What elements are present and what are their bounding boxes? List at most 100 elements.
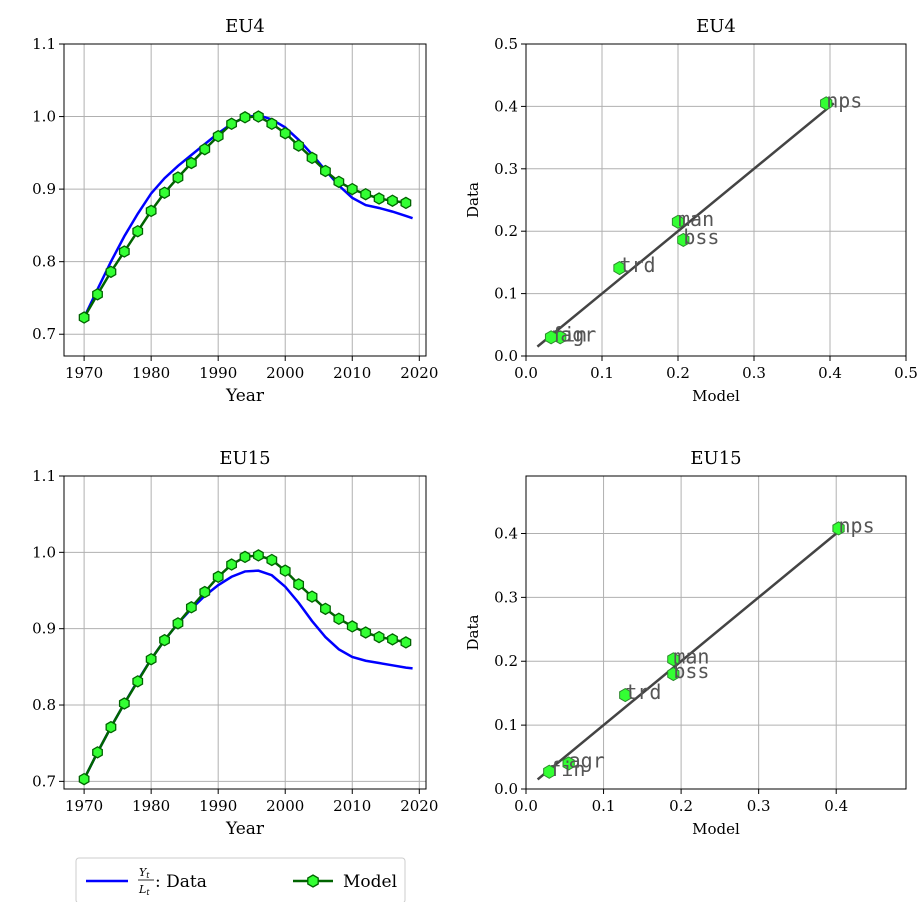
model-series-line xyxy=(82,554,407,780)
x-tick-label: 1990 xyxy=(199,364,237,382)
model-point xyxy=(293,578,305,591)
x-tick-label: 0.5 xyxy=(894,364,917,382)
scatter-point xyxy=(820,96,833,111)
y-tick-label: 0.3 xyxy=(494,588,518,606)
model-point xyxy=(360,187,372,201)
point-label-fin: fin xyxy=(549,757,585,781)
scatter-point xyxy=(543,764,556,779)
point-label-trd: trd xyxy=(619,253,655,277)
x-tick-label: 2010 xyxy=(333,797,371,815)
model-point xyxy=(387,633,398,646)
y-tick-label: 0.4 xyxy=(494,524,518,542)
legend-box xyxy=(75,857,406,902)
model-point xyxy=(199,142,211,156)
point-label-bss: bss xyxy=(673,659,709,683)
x-tick-label: 0.2 xyxy=(669,797,693,815)
model-point xyxy=(266,553,278,567)
model-point xyxy=(333,175,345,189)
model-point xyxy=(293,139,305,152)
y-tick-label: 0.8 xyxy=(32,253,56,271)
model-point xyxy=(239,111,251,124)
model-point xyxy=(360,626,372,639)
legend-model-label: Model xyxy=(343,872,397,892)
legend-model-marker xyxy=(307,874,319,888)
x-tick-label: 0.0 xyxy=(514,364,538,382)
model-point xyxy=(279,126,291,140)
y-tick-label: 0.3 xyxy=(494,160,518,178)
model-point xyxy=(320,164,331,178)
scatter-point xyxy=(562,756,575,771)
point-label-trd: trd xyxy=(625,680,661,704)
x-tick-label: 0.1 xyxy=(592,797,616,815)
model-point xyxy=(92,746,103,759)
legend: Yt Lt : Data Model xyxy=(75,857,406,902)
axes-frame xyxy=(525,43,907,357)
y-tick-label: 1.1 xyxy=(32,467,56,485)
y-tick-label: 0.5 xyxy=(494,35,518,53)
panel-eu4-scatter: 0.0 0.1 0.2 0.3 0.4 0.5 0.0 0.1 0.2 0.3 0.4 0.5 EU4 M… xyxy=(464,16,917,405)
y-axis-label: Data xyxy=(464,182,482,218)
model-point xyxy=(239,550,251,564)
y-tick-label: 1.0 xyxy=(32,543,56,561)
y-tick-label: 1.1 xyxy=(32,35,56,53)
panel-eu4-timeseries: 1970 1980 1990 2000 2010 2020 0.7 0.8 0.9 1.0 1.1 E… xyxy=(32,16,438,406)
panel-eu15-scatter: 0.0 0.1 0.2 0.3 0.4 0.0 0.1 0.2 0.3 0.4 EU15 Model D… xyxy=(464,448,907,838)
point-label-man: man xyxy=(673,644,709,668)
x-tick-label: 0.0 xyxy=(514,797,538,815)
chart-title: EU4 xyxy=(225,16,265,37)
point-label-nps: nps xyxy=(839,513,875,537)
y-tick-label: 0.1 xyxy=(494,285,518,303)
model-point xyxy=(132,224,144,238)
x-tick-label: 1980 xyxy=(132,797,170,815)
chart-title: EU15 xyxy=(219,448,270,469)
scatter-point xyxy=(832,521,845,536)
x-tick-label: 1970 xyxy=(65,364,103,382)
data-series-line xyxy=(82,569,413,780)
model-point xyxy=(266,117,278,131)
scatter-point xyxy=(671,214,685,229)
model-point xyxy=(333,612,345,626)
model-point xyxy=(252,549,264,562)
y-tick-label: 0.2 xyxy=(494,652,518,670)
model-point xyxy=(212,129,224,143)
x-tick-label: 1980 xyxy=(132,364,170,382)
y-tick-label: 1.0 xyxy=(32,108,56,126)
model-point xyxy=(118,697,130,710)
model-point xyxy=(199,585,211,599)
x-tick-label: 2000 xyxy=(266,797,304,815)
model-point xyxy=(159,186,170,199)
y-tick-label: 0.8 xyxy=(32,696,56,714)
data-series-line xyxy=(82,113,413,319)
model-point xyxy=(400,636,412,649)
model-point xyxy=(172,617,184,630)
model-point xyxy=(306,590,318,603)
model-point xyxy=(92,288,103,301)
model-point xyxy=(320,602,331,616)
x-tick-label: 2020 xyxy=(400,364,438,382)
x-tick-label: 2000 xyxy=(266,364,304,382)
point-label-agr: agr xyxy=(560,322,596,346)
model-point xyxy=(226,558,238,571)
y-tick-label: 0.9 xyxy=(32,620,56,638)
x-tick-label: 1970 xyxy=(65,797,103,815)
model-point xyxy=(132,675,144,688)
model-point xyxy=(145,652,157,666)
x-axis-label: Model xyxy=(692,387,740,405)
model-point xyxy=(226,117,238,131)
model-point xyxy=(373,630,385,644)
y-tick-label: 0.9 xyxy=(32,180,56,198)
point-label-man: man xyxy=(678,207,714,231)
model-point xyxy=(346,620,358,633)
model-point xyxy=(78,772,90,786)
y-tick-label: 0.7 xyxy=(32,325,56,343)
x-tick-label: 0.3 xyxy=(747,797,771,815)
x-tick-label: 0.4 xyxy=(818,364,842,382)
model-point xyxy=(306,151,318,165)
chart-title: EU4 xyxy=(696,16,736,37)
fit-line xyxy=(536,526,845,781)
point-label-agr: agr xyxy=(569,748,605,772)
scatter-point xyxy=(667,666,680,682)
legend-data-numerator: Yt xyxy=(139,866,150,880)
model-point xyxy=(145,204,157,218)
